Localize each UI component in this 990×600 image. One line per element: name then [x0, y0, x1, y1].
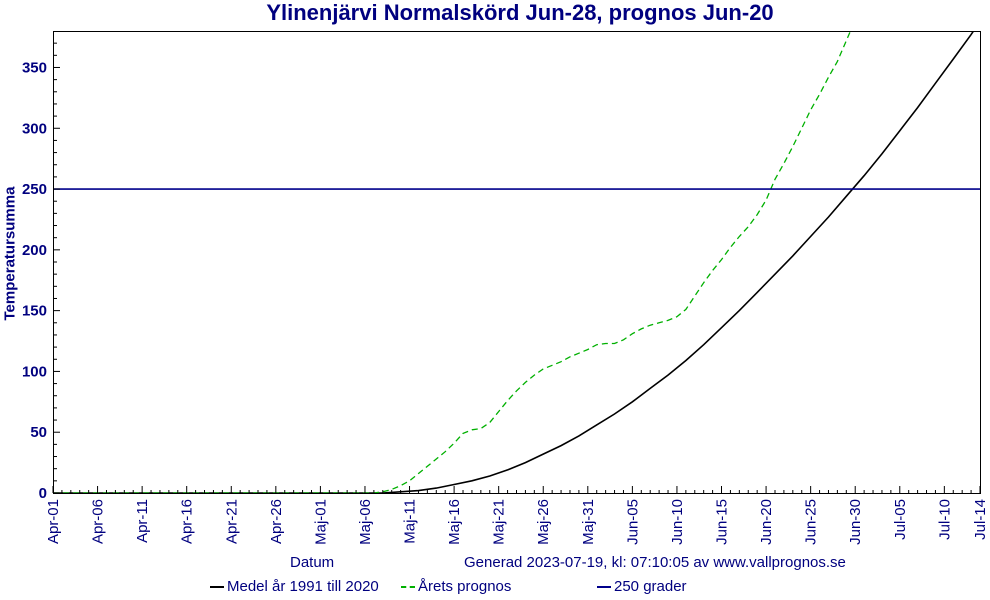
legend-swatch-prognos — [401, 585, 415, 588]
legend-swatch-250 — [597, 585, 611, 588]
generated-note: Generad 2023-07-19, kl: 07:10:05 av www.… — [464, 554, 846, 571]
x-tick-label: Maj-11 — [402, 499, 419, 544]
x-tick-label: Apr-06 — [90, 499, 107, 544]
x-tick-label: Maj-16 — [446, 499, 463, 545]
legend-label-prognos: Årets prognos — [418, 578, 512, 595]
x-tick-label: Maj-31 — [580, 499, 597, 545]
legend-item-prognos: Årets prognos — [401, 578, 511, 595]
x-tick-label: Jun-30 — [847, 499, 864, 545]
x-tick-label: Apr-01 — [45, 499, 62, 544]
x-tick-label: Jul-14 — [972, 499, 989, 540]
y-tick-label: 0 — [39, 485, 47, 502]
x-tick-label: Jun-15 — [714, 499, 731, 545]
x-tick-label: Maj-01 — [312, 499, 329, 545]
x-tick-label: Jun-05 — [624, 499, 641, 545]
x-tick-label: Apr-16 — [179, 499, 196, 544]
x-tick-label: Maj-21 — [491, 499, 508, 545]
y-tick-label: 100 — [22, 363, 47, 380]
legend-swatch-medel — [210, 585, 224, 588]
series-line-1 — [53, 31, 852, 493]
chart-title: Ylinenjärvi Normalskörd Jun-28, prognos … — [266, 0, 774, 25]
legend: Medel år 1991 till 2020 Årets prognos 25… — [0, 578, 990, 600]
y-tick-label: 350 — [22, 59, 47, 76]
legend-item-250: 250 grader — [597, 578, 687, 595]
series-line-0 — [53, 31, 975, 493]
plot-frame — [53, 31, 981, 494]
y-tick-label: 50 — [30, 424, 47, 441]
x-tick-label: Jul-10 — [936, 499, 953, 540]
x-tick-label: Apr-11 — [134, 499, 151, 543]
legend-label-medel: Medel år 1991 till 2020 — [227, 578, 379, 595]
x-tick-label: Jun-10 — [669, 499, 686, 545]
y-tick-label: 300 — [22, 120, 47, 137]
y-tick-label: 150 — [22, 303, 47, 320]
x-tick-label: Maj-06 — [357, 499, 374, 545]
x-tick-label: Jul-05 — [892, 499, 909, 540]
x-tick-label: Jun-20 — [758, 499, 775, 545]
x-tick-label: Maj-26 — [535, 499, 552, 545]
x-axis-label: Datum — [290, 554, 335, 571]
x-tick-label: Apr-26 — [268, 499, 285, 544]
legend-label-250: 250 grader — [614, 578, 687, 595]
x-tick-label: Apr-21 — [223, 499, 240, 544]
x-tick-label: Jun-25 — [803, 499, 820, 545]
y-tick-label: 250 — [22, 181, 47, 198]
legend-item-medel: Medel år 1991 till 2020 — [210, 578, 379, 595]
y-tick-label: 200 — [22, 242, 47, 259]
